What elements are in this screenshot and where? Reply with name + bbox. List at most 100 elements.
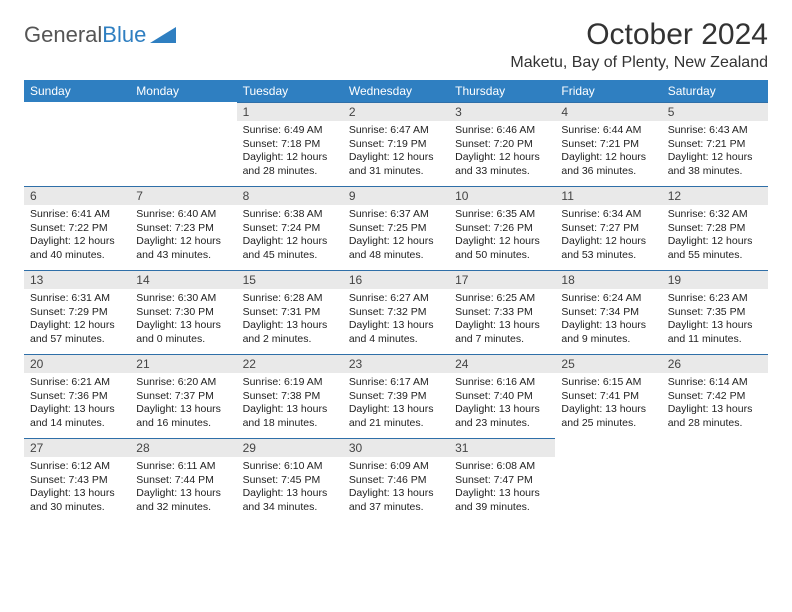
day-cell: 12Sunrise: 6:32 AMSunset: 7:28 PMDayligh… bbox=[662, 186, 768, 270]
day-cell: 14Sunrise: 6:30 AMSunset: 7:30 PMDayligh… bbox=[130, 270, 236, 354]
day-number: 15 bbox=[237, 270, 343, 289]
day-number: 14 bbox=[130, 270, 236, 289]
day-details: Sunrise: 6:34 AMSunset: 7:27 PMDaylight:… bbox=[555, 205, 661, 267]
day-number: 24 bbox=[449, 354, 555, 373]
day-details: Sunrise: 6:08 AMSunset: 7:47 PMDaylight:… bbox=[449, 457, 555, 519]
day-details: Sunrise: 6:17 AMSunset: 7:39 PMDaylight:… bbox=[343, 373, 449, 435]
day-details: Sunrise: 6:41 AMSunset: 7:22 PMDaylight:… bbox=[24, 205, 130, 267]
day-details: Sunrise: 6:46 AMSunset: 7:20 PMDaylight:… bbox=[449, 121, 555, 183]
day-cell: 21Sunrise: 6:20 AMSunset: 7:37 PMDayligh… bbox=[130, 354, 236, 438]
day-number: 7 bbox=[130, 186, 236, 205]
day-cell: 18Sunrise: 6:24 AMSunset: 7:34 PMDayligh… bbox=[555, 270, 661, 354]
day-number: 22 bbox=[237, 354, 343, 373]
day-cell: 25Sunrise: 6:15 AMSunset: 7:41 PMDayligh… bbox=[555, 354, 661, 438]
day-details: Sunrise: 6:09 AMSunset: 7:46 PMDaylight:… bbox=[343, 457, 449, 519]
day-details: Sunrise: 6:37 AMSunset: 7:25 PMDaylight:… bbox=[343, 205, 449, 267]
day-number: 25 bbox=[555, 354, 661, 373]
day-number: 12 bbox=[662, 186, 768, 205]
day-details: Sunrise: 6:27 AMSunset: 7:32 PMDaylight:… bbox=[343, 289, 449, 351]
day-details: Sunrise: 6:21 AMSunset: 7:36 PMDaylight:… bbox=[24, 373, 130, 435]
logo-text-blue: Blue bbox=[102, 22, 146, 48]
day-cell: 5Sunrise: 6:43 AMSunset: 7:21 PMDaylight… bbox=[662, 102, 768, 186]
calendar-row: 13Sunrise: 6:31 AMSunset: 7:29 PMDayligh… bbox=[24, 270, 768, 354]
day-details: Sunrise: 6:25 AMSunset: 7:33 PMDaylight:… bbox=[449, 289, 555, 351]
empty-cell bbox=[662, 438, 768, 522]
day-cell: 27Sunrise: 6:12 AMSunset: 7:43 PMDayligh… bbox=[24, 438, 130, 522]
location: Maketu, Bay of Plenty, New Zealand bbox=[510, 54, 768, 72]
day-cell: 24Sunrise: 6:16 AMSunset: 7:40 PMDayligh… bbox=[449, 354, 555, 438]
day-details: Sunrise: 6:15 AMSunset: 7:41 PMDaylight:… bbox=[555, 373, 661, 435]
logo-text-general: General bbox=[24, 22, 102, 48]
day-cell: 31Sunrise: 6:08 AMSunset: 7:47 PMDayligh… bbox=[449, 438, 555, 522]
calendar-table: SundayMondayTuesdayWednesdayThursdayFrid… bbox=[24, 80, 768, 522]
weekday-header: Friday bbox=[555, 80, 661, 102]
day-number: 19 bbox=[662, 270, 768, 289]
day-cell: 28Sunrise: 6:11 AMSunset: 7:44 PMDayligh… bbox=[130, 438, 236, 522]
day-details: Sunrise: 6:11 AMSunset: 7:44 PMDaylight:… bbox=[130, 457, 236, 519]
title-block: October 2024 Maketu, Bay of Plenty, New … bbox=[510, 18, 768, 72]
weekday-header: Sunday bbox=[24, 80, 130, 102]
day-details: Sunrise: 6:19 AMSunset: 7:38 PMDaylight:… bbox=[237, 373, 343, 435]
weekday-header: Thursday bbox=[449, 80, 555, 102]
day-details: Sunrise: 6:12 AMSunset: 7:43 PMDaylight:… bbox=[24, 457, 130, 519]
header: GeneralBlue October 2024 Maketu, Bay of … bbox=[24, 18, 768, 72]
day-cell: 26Sunrise: 6:14 AMSunset: 7:42 PMDayligh… bbox=[662, 354, 768, 438]
day-cell: 11Sunrise: 6:34 AMSunset: 7:27 PMDayligh… bbox=[555, 186, 661, 270]
day-details: Sunrise: 6:20 AMSunset: 7:37 PMDaylight:… bbox=[130, 373, 236, 435]
month-title: October 2024 bbox=[510, 18, 768, 52]
day-cell: 15Sunrise: 6:28 AMSunset: 7:31 PMDayligh… bbox=[237, 270, 343, 354]
day-cell: 4Sunrise: 6:44 AMSunset: 7:21 PMDaylight… bbox=[555, 102, 661, 186]
day-cell: 2Sunrise: 6:47 AMSunset: 7:19 PMDaylight… bbox=[343, 102, 449, 186]
day-details: Sunrise: 6:30 AMSunset: 7:30 PMDaylight:… bbox=[130, 289, 236, 351]
day-details: Sunrise: 6:49 AMSunset: 7:18 PMDaylight:… bbox=[237, 121, 343, 183]
day-cell: 3Sunrise: 6:46 AMSunset: 7:20 PMDaylight… bbox=[449, 102, 555, 186]
day-cell: 13Sunrise: 6:31 AMSunset: 7:29 PMDayligh… bbox=[24, 270, 130, 354]
day-cell: 10Sunrise: 6:35 AMSunset: 7:26 PMDayligh… bbox=[449, 186, 555, 270]
day-cell: 29Sunrise: 6:10 AMSunset: 7:45 PMDayligh… bbox=[237, 438, 343, 522]
day-cell: 1Sunrise: 6:49 AMSunset: 7:18 PMDaylight… bbox=[237, 102, 343, 186]
day-details: Sunrise: 6:44 AMSunset: 7:21 PMDaylight:… bbox=[555, 121, 661, 183]
weekday-header: Wednesday bbox=[343, 80, 449, 102]
calendar-thead: SundayMondayTuesdayWednesdayThursdayFrid… bbox=[24, 80, 768, 102]
day-details: Sunrise: 6:35 AMSunset: 7:26 PMDaylight:… bbox=[449, 205, 555, 267]
day-number: 2 bbox=[343, 102, 449, 121]
day-number: 28 bbox=[130, 438, 236, 457]
calendar-body: 1Sunrise: 6:49 AMSunset: 7:18 PMDaylight… bbox=[24, 102, 768, 522]
calendar-row: 27Sunrise: 6:12 AMSunset: 7:43 PMDayligh… bbox=[24, 438, 768, 522]
logo: GeneralBlue bbox=[24, 18, 176, 48]
empty-cell bbox=[555, 438, 661, 522]
day-number: 30 bbox=[343, 438, 449, 457]
weekday-header: Saturday bbox=[662, 80, 768, 102]
day-cell: 8Sunrise: 6:38 AMSunset: 7:24 PMDaylight… bbox=[237, 186, 343, 270]
day-cell: 20Sunrise: 6:21 AMSunset: 7:36 PMDayligh… bbox=[24, 354, 130, 438]
day-details: Sunrise: 6:40 AMSunset: 7:23 PMDaylight:… bbox=[130, 205, 236, 267]
day-details: Sunrise: 6:32 AMSunset: 7:28 PMDaylight:… bbox=[662, 205, 768, 267]
day-cell: 9Sunrise: 6:37 AMSunset: 7:25 PMDaylight… bbox=[343, 186, 449, 270]
day-details: Sunrise: 6:31 AMSunset: 7:29 PMDaylight:… bbox=[24, 289, 130, 351]
calendar-row: 1Sunrise: 6:49 AMSunset: 7:18 PMDaylight… bbox=[24, 102, 768, 186]
day-number: 10 bbox=[449, 186, 555, 205]
day-details: Sunrise: 6:38 AMSunset: 7:24 PMDaylight:… bbox=[237, 205, 343, 267]
day-number: 18 bbox=[555, 270, 661, 289]
day-cell: 19Sunrise: 6:23 AMSunset: 7:35 PMDayligh… bbox=[662, 270, 768, 354]
day-details: Sunrise: 6:47 AMSunset: 7:19 PMDaylight:… bbox=[343, 121, 449, 183]
day-cell: 7Sunrise: 6:40 AMSunset: 7:23 PMDaylight… bbox=[130, 186, 236, 270]
day-details: Sunrise: 6:23 AMSunset: 7:35 PMDaylight:… bbox=[662, 289, 768, 351]
empty-cell bbox=[130, 102, 236, 186]
day-number: 17 bbox=[449, 270, 555, 289]
day-cell: 22Sunrise: 6:19 AMSunset: 7:38 PMDayligh… bbox=[237, 354, 343, 438]
day-number: 27 bbox=[24, 438, 130, 457]
day-number: 8 bbox=[237, 186, 343, 205]
day-number: 6 bbox=[24, 186, 130, 205]
empty-cell bbox=[24, 102, 130, 186]
day-cell: 30Sunrise: 6:09 AMSunset: 7:46 PMDayligh… bbox=[343, 438, 449, 522]
day-number: 13 bbox=[24, 270, 130, 289]
weekday-row: SundayMondayTuesdayWednesdayThursdayFrid… bbox=[24, 80, 768, 102]
day-number: 20 bbox=[24, 354, 130, 373]
day-cell: 17Sunrise: 6:25 AMSunset: 7:33 PMDayligh… bbox=[449, 270, 555, 354]
day-number: 11 bbox=[555, 186, 661, 205]
day-number: 3 bbox=[449, 102, 555, 121]
day-number: 1 bbox=[237, 102, 343, 121]
day-number: 9 bbox=[343, 186, 449, 205]
day-number: 26 bbox=[662, 354, 768, 373]
